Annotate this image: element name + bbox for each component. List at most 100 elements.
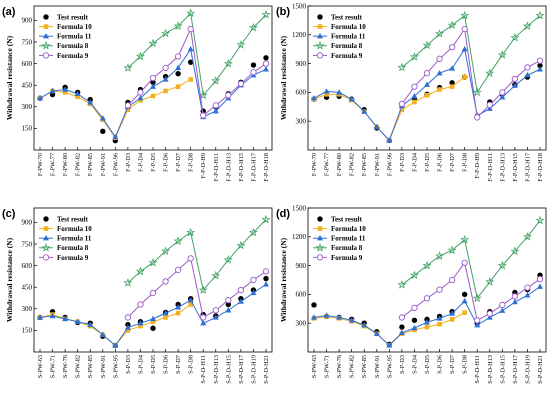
series-formula-11 (311, 283, 543, 348)
x-tick-label: F-P-D-H13 (499, 153, 506, 182)
y-axis-label: Withdrawal resistance (N) (5, 237, 14, 322)
panel-label: (c) (2, 208, 16, 220)
series-line (313, 76, 465, 142)
data-point (162, 64, 169, 72)
panel-c: 150 300 450 600 750 900 S-PW-63 S-PW-71 S-PW-76 S… (2, 207, 273, 384)
legend-label: Test result (57, 215, 89, 223)
data-point (223, 58, 233, 68)
data-point (175, 310, 181, 316)
legend-item: Formula 9 (313, 52, 363, 60)
data-point (462, 74, 467, 80)
data-point (537, 62, 543, 69)
legend-item: Formula 11 (39, 235, 92, 243)
data-point (311, 314, 317, 320)
x-tick-label: F-P-D-H9 (474, 153, 481, 179)
data-point (435, 251, 445, 260)
series-formula-10 (311, 74, 467, 143)
data-point (49, 312, 56, 319)
data-point (386, 342, 393, 348)
panel-label: (d) (276, 208, 290, 220)
x-tick-label: F-P-D6 (163, 153, 170, 172)
x-tick-label: F-PW-96 (112, 153, 119, 176)
data-point (237, 298, 244, 304)
data-point (486, 101, 493, 109)
data-point (448, 44, 456, 51)
data-point (175, 64, 182, 71)
data-point (424, 324, 430, 330)
x-tick-label: S-PW-82 (349, 355, 356, 378)
series-formula-10 (37, 302, 193, 348)
x-tick-label: F-P-D4 (137, 152, 144, 172)
x-tick-label: S-PW-91 (374, 355, 381, 378)
data-point (248, 22, 258, 32)
data-point (62, 90, 68, 95)
data-point (499, 94, 506, 100)
data-point (449, 310, 456, 316)
data-point (149, 289, 157, 297)
data-point (212, 102, 219, 109)
data-point (74, 90, 81, 97)
legend-marker (42, 52, 50, 59)
data-point (236, 40, 246, 49)
x-tick-label: S-P-D-H15 (225, 355, 232, 384)
legend-marker (42, 254, 50, 261)
x-tick-label: F-P-D-H15 (238, 153, 245, 182)
legend-label: Test result (57, 13, 89, 21)
legend-label: Test result (331, 215, 363, 223)
series-formula-8 (123, 8, 271, 100)
x-tick-label: S-P-D-H11 (474, 355, 481, 383)
data-point (225, 297, 232, 304)
legend-marker (317, 226, 323, 231)
data-point (187, 25, 194, 33)
legend-label: Formula 9 (57, 254, 89, 262)
data-point (511, 75, 519, 83)
x-tick-label: F-P-D-H11 (487, 153, 494, 181)
x-tick-label: S-PW-63 (37, 355, 44, 378)
data-point (187, 296, 194, 303)
data-point (535, 215, 545, 225)
data-point (49, 87, 56, 94)
data-point (460, 234, 470, 244)
data-point (411, 83, 418, 90)
data-point (437, 321, 442, 327)
data-point (212, 107, 219, 114)
data-point (174, 266, 182, 274)
legend-item: Formula 8 (313, 41, 363, 50)
data-point (522, 21, 532, 31)
x-tick-label: F-P-D5 (150, 153, 157, 172)
data-point (361, 108, 368, 114)
data-point (200, 314, 207, 321)
data-point (223, 255, 233, 264)
data-point (162, 309, 169, 316)
data-point (237, 80, 245, 87)
data-point (261, 9, 271, 19)
y-tick-label: 300 (22, 305, 33, 313)
x-tick-label: S-P-D8 (188, 355, 195, 374)
y-tick-label: 750 (22, 38, 33, 46)
x-tick-label: F-PW-85 (361, 153, 368, 176)
y-tick-label: 750 (22, 240, 33, 248)
data-point (486, 314, 493, 320)
legend-label: Formula 10 (57, 225, 92, 233)
data-point (511, 82, 518, 88)
data-point (323, 88, 330, 94)
legend-item: Formula 8 (39, 41, 89, 50)
series-line (127, 257, 267, 319)
panel-d: 300 600 900 1200 1500 S-PW-63 S-PW-71 S-PW-76 S-… (276, 204, 547, 384)
data-point (510, 246, 520, 256)
data-point (236, 240, 246, 250)
series-line (39, 304, 191, 347)
data-point (537, 283, 543, 289)
legend-marker (315, 243, 325, 252)
data-point (486, 105, 493, 111)
data-point (261, 214, 271, 224)
data-point (373, 330, 380, 336)
data-point (412, 99, 417, 105)
series-line (401, 220, 541, 300)
x-tick-label: F-P-D5 (424, 153, 431, 172)
x-tick-label: F-PW-82 (75, 153, 82, 176)
data-point (510, 32, 520, 42)
data-point (186, 8, 196, 18)
series-line (127, 219, 267, 292)
series-formula-8 (397, 10, 545, 97)
